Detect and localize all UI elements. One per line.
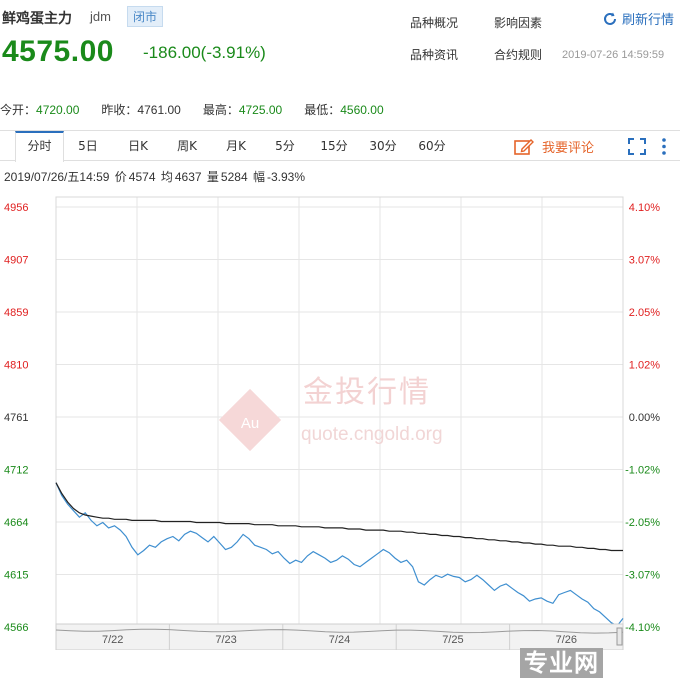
y-tick-label-left: 4664 (4, 517, 28, 529)
tab-5min[interactable]: 5分 (275, 139, 295, 153)
chart-tabbar: 分时 5日 日K 周K 月K 5分 15分 30分 60分 我要评论 (0, 130, 680, 162)
tab-5day[interactable]: 5日 (78, 139, 98, 153)
info-datetime: 2019/07/26/五14:59 (4, 170, 110, 184)
tab-15min[interactable]: 15分 (320, 139, 348, 153)
y-tick-label-right: -1.02% (625, 465, 660, 477)
y-tick-label-right: 4.10% (629, 202, 660, 214)
refresh-icon (604, 12, 616, 25)
refresh-label: 刷新行情 (622, 13, 675, 28)
info-amplitude: -3.93% (266, 170, 306, 184)
stat-prev-close: 昨收：4761.00 (101, 103, 181, 117)
navigator-handle (616, 627, 623, 646)
y-tick-label-left: 4956 (4, 202, 28, 214)
info-price: 4574 (128, 170, 156, 184)
y-tick-label-right: 3.07% (629, 255, 660, 267)
more-vertical-icon[interactable] (661, 138, 667, 155)
link-news[interactable]: 品种资讯 (410, 48, 459, 62)
quote-time: 2019-07-26 14:59:59 (562, 49, 665, 61)
tab-intraday[interactable]: 分时 (15, 131, 64, 162)
tab-monthly-k[interactable]: 月K (226, 139, 246, 153)
instrument-name: 鲜鸡蛋主力 (2, 11, 72, 27)
stat-low: 最低：4560.00 (304, 103, 384, 117)
info-volume: 5284 (220, 170, 248, 184)
y-tick-label-right: 2.05% (629, 307, 660, 319)
average-line (55, 482, 623, 552)
y-tick-label-left: 4615 (4, 570, 28, 582)
edit-icon (514, 138, 534, 155)
watermark-logo-text: 金投行情 (303, 375, 431, 410)
y-tick-label-left: 4566 (4, 622, 28, 634)
navigator-day-label: 7/25 (442, 634, 463, 646)
intraday-chart[interactable]: Au 金投行情 quote.cngold.org 4956 4.10% 4907 3.… (0, 195, 695, 650)
price-change: -186.00(-3.91%) (143, 43, 266, 62)
plot-frame (55, 196, 624, 628)
refresh-button[interactable]: 刷新行情 (602, 9, 674, 28)
watermark-badge: Au (241, 415, 259, 432)
link-overview[interactable]: 品种概况 (410, 16, 459, 30)
stat-high: 最高：4725.00 (202, 103, 283, 117)
y-tick-label-left: 4810 (4, 360, 28, 372)
comment-button[interactable]: 我要评论 (514, 137, 594, 156)
navigator-day-label: 7/24 (329, 634, 350, 646)
navigator-line (55, 628, 624, 634)
watermark: Au 金投行情 quote.cngold.org (218, 375, 443, 452)
tab-daily-k[interactable]: 日K (128, 139, 148, 153)
navigator-bar (55, 623, 624, 650)
y-tick-label-right: -3.07% (625, 570, 660, 582)
y-tick-label-right: -2.05% (625, 517, 660, 529)
navigator-day-label: 7/26 (556, 634, 577, 646)
y-tick-label-right: 0.00% (629, 412, 660, 424)
stats-row: 今开：4720.00 昨收：4761.00 最高：4725.00 最低：4560… (0, 101, 406, 118)
market-status-badge: 闭市 (127, 6, 164, 27)
tab-weekly-k[interactable]: 周K (177, 139, 197, 153)
price-line (55, 482, 624, 627)
tab-60min[interactable]: 60分 (418, 139, 446, 153)
y-tick-label-left: 4712 (4, 465, 28, 477)
comment-label: 我要评论 (542, 141, 595, 156)
info-avg: 4637 (174, 170, 202, 184)
y-tick-label-right: -4.10% (625, 622, 660, 634)
corner-watermark: 专业网 (520, 648, 603, 678)
y-tick-label-right: 1.02% (629, 360, 660, 372)
watermark-url: quote.cngold.org (301, 424, 443, 445)
y-tick-label-left: 4859 (4, 307, 28, 319)
crosshair-info: 2019/07/26/五14:59 价 4574 均 4637 量 5284 幅 -3.… (4, 170, 306, 184)
navigator-day-label: 7/23 (215, 634, 236, 646)
link-factors[interactable]: 影响因素 (494, 16, 543, 30)
instrument-code: jdm (90, 9, 111, 24)
fullscreen-icon[interactable] (628, 138, 646, 155)
current-price: 4575.00 (2, 35, 114, 68)
link-rules[interactable]: 合约规则 (494, 48, 543, 62)
y-tick-label-left: 4907 (4, 255, 28, 267)
navigator-day-label: 7/22 (102, 634, 123, 646)
stat-open: 今开：4720.00 (0, 103, 80, 117)
tab-30min[interactable]: 30分 (369, 139, 397, 153)
y-tick-label-left: 4761 (4, 412, 28, 424)
